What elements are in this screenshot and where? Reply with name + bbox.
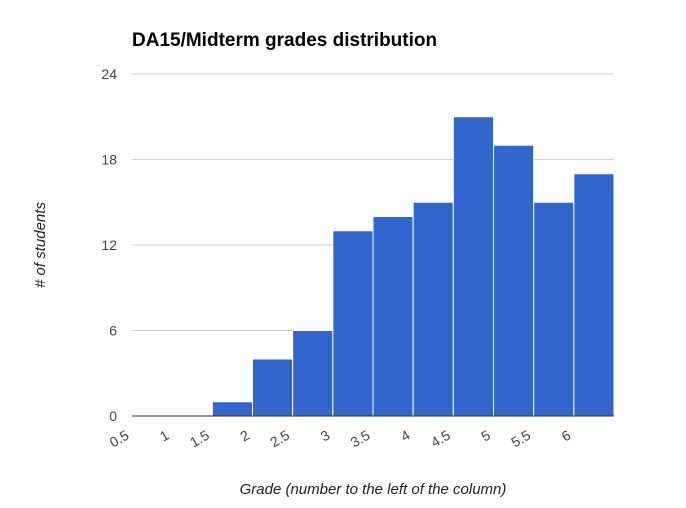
bars xyxy=(211,116,615,417)
y-tick-label: 18 xyxy=(101,152,117,168)
bar-5.5 xyxy=(533,201,575,417)
x-axis-label: Grade (number to the left of the column) xyxy=(240,481,507,498)
x-tick-label: 6 xyxy=(559,427,574,445)
x-tick-label: 2 xyxy=(237,427,252,445)
chart-title: DA15/Midterm grades distribution xyxy=(132,30,437,51)
bar-4.5 xyxy=(452,116,495,417)
bar-1.5 xyxy=(211,401,253,417)
x-tick-label: 0.5 xyxy=(107,427,132,451)
y-tick-label: 12 xyxy=(101,237,117,253)
y-tick-label: 6 xyxy=(109,323,117,339)
x-axis-ticks: 0.5 1 1.5 2 2.5 3 3.5 4 4.5 5 5.5 6 xyxy=(107,427,574,451)
x-tick-label: 4.5 xyxy=(428,427,453,451)
x-tick-label: 5.5 xyxy=(508,427,533,451)
y-tick-label: 0 xyxy=(109,408,117,424)
y-tick-label: 24 xyxy=(101,66,117,82)
bar-3.5 xyxy=(372,216,414,417)
x-tick-label: 2.5 xyxy=(267,427,292,451)
x-tick-label: 1 xyxy=(157,427,172,445)
x-tick-label: 5 xyxy=(478,427,493,445)
bar-4 xyxy=(412,201,454,417)
bar-2.5 xyxy=(292,330,334,417)
x-tick-label: 3 xyxy=(318,427,333,445)
bar-2 xyxy=(252,358,294,417)
x-tick-label: 4 xyxy=(398,427,413,445)
bar-5 xyxy=(493,144,535,417)
bar-6 xyxy=(573,173,615,417)
x-tick-label: 3.5 xyxy=(348,427,373,451)
bar-3 xyxy=(332,230,374,417)
y-axis-ticks: 0 6 12 18 24 xyxy=(101,66,117,424)
x-tick-label: 1.5 xyxy=(187,427,212,451)
y-axis-label: # of students xyxy=(32,202,49,288)
